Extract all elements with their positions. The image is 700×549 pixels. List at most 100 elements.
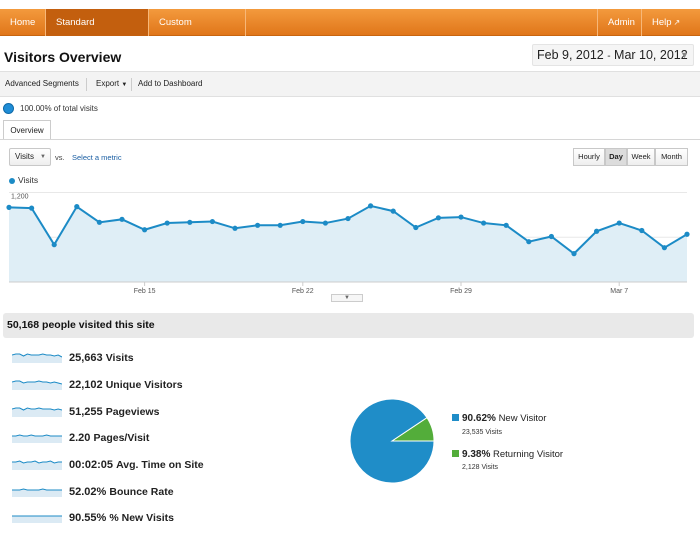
date-range-picker[interactable]: Feb 9, 2012 - Mar 10, 2012 ▼ — [532, 44, 694, 66]
legend-label: New Visitor — [498, 413, 547, 424]
legend-count: 23,535 Visits — [462, 429, 502, 436]
pie-slice-new-visitor — [349, 398, 435, 484]
toolbar-divider — [131, 78, 132, 91]
sparkline — [12, 488, 62, 497]
granularity-hourly[interactable]: Hourly — [573, 148, 605, 166]
x-tick-label: Feb 29 — [450, 288, 472, 295]
data-point — [322, 220, 328, 226]
select-metric-link[interactable]: Select a metric — [72, 153, 122, 162]
sparkline-fill — [12, 408, 62, 417]
top-navigation: Home Standard Reporting Custom Reporting… — [0, 9, 700, 55]
data-point — [435, 215, 441, 221]
metric-label: Visits — [105, 352, 134, 364]
data-point — [164, 220, 170, 226]
data-point — [119, 216, 125, 222]
granularity-day[interactable]: Day — [605, 148, 627, 166]
sparkline-line — [12, 434, 62, 437]
sparkline-line — [12, 488, 62, 491]
advanced-segments-button[interactable]: Advanced Segments — [5, 79, 79, 88]
nav-admin[interactable]: Admin — [597, 9, 642, 36]
data-point — [684, 231, 690, 237]
chart-legend-label: Visits — [18, 175, 39, 185]
nav-custom-reporting[interactable]: Custom Reporting — [149, 9, 246, 55]
data-point — [96, 219, 102, 225]
sparkline-fill — [12, 435, 62, 443]
data-point — [300, 218, 306, 225]
nav-help-label: Help — [652, 17, 672, 28]
tab-divider — [0, 139, 700, 140]
nav-help[interactable]: Help ↗ — [642, 9, 700, 36]
metric-label: % New Visits — [109, 512, 174, 524]
vs-label: vs. — [55, 153, 65, 162]
chart-legend-swatch — [9, 178, 15, 184]
nav-standard-reporting[interactable]: Standard Reporting — [46, 9, 149, 55]
sparkline-line — [12, 353, 62, 358]
granularity-week[interactable]: Week — [627, 148, 655, 166]
data-point — [51, 242, 57, 248]
data-point — [526, 239, 532, 245]
metric-select-label: Visits — [15, 152, 34, 161]
nav-custom-label: Custom Reporting — [159, 17, 201, 55]
metric-value: 22,102 — [69, 379, 103, 391]
metric-label: Unique Visitors — [105, 379, 183, 391]
data-point — [255, 222, 261, 228]
date-separator: - — [607, 51, 611, 62]
nav-home[interactable]: Home — [0, 9, 47, 36]
sparkline-fill — [12, 489, 62, 497]
data-point — [232, 225, 238, 231]
add-to-dashboard-button[interactable]: Add to Dashboard — [138, 79, 203, 88]
sparkline — [12, 407, 62, 417]
data-point — [639, 227, 645, 234]
legend-label: Returning Visitor — [493, 449, 564, 460]
data-point — [594, 228, 600, 234]
legend-percent: 90.62% — [462, 413, 496, 424]
tab-overview[interactable]: Overview — [3, 120, 51, 140]
sparkline — [12, 515, 62, 523]
summary-title: 50,168 people visited this site — [7, 319, 155, 331]
chevron-down-icon: ▼ — [680, 50, 689, 60]
chevron-down-icon: ▼ — [40, 154, 46, 160]
data-point — [368, 203, 374, 209]
sparkline-line — [12, 380, 62, 385]
sparkline — [12, 460, 62, 470]
sparkline — [12, 353, 62, 363]
sparkline — [12, 380, 62, 390]
chevron-down-icon: ▼ — [121, 82, 128, 88]
pie-legend-returning: 9.38% Returning Visitor — [452, 449, 563, 460]
data-point — [571, 251, 577, 257]
data-point — [6, 204, 12, 210]
data-point — [458, 214, 464, 220]
data-point — [616, 220, 622, 226]
export-button[interactable]: Export ▼ — [96, 72, 127, 97]
granularity-month[interactable]: Month — [655, 148, 688, 166]
sparkline-fill — [12, 354, 62, 363]
data-point — [29, 205, 35, 211]
data-point — [390, 208, 396, 214]
legend-count: 2,128 Visits — [462, 464, 499, 471]
sparkline-fill — [12, 516, 62, 523]
sparkline — [12, 434, 62, 443]
external-link-icon: ↗ — [673, 18, 681, 27]
legend-swatch — [452, 414, 459, 421]
nav-home-label: Home — [10, 17, 36, 28]
page-title: Visitors Overview — [4, 49, 122, 65]
metric-label: Pages/Visit — [93, 432, 150, 444]
segment-label: 100.00% of total visits — [20, 104, 98, 113]
export-label: Export — [96, 79, 120, 88]
legend-swatch — [452, 450, 459, 457]
data-point — [74, 204, 80, 210]
data-point — [548, 233, 555, 240]
data-point — [142, 227, 148, 233]
nav-standard-label: Standard Reporting — [56, 17, 98, 55]
date-start: Feb 9, 2012 — [537, 48, 604, 62]
toolbar-divider — [86, 78, 87, 91]
chart-resize-handle[interactable]: ▼ — [331, 294, 363, 302]
metric-select[interactable]: Visits ▼ — [9, 148, 51, 166]
metric-value: 52.02% — [69, 486, 107, 498]
area-fill — [9, 205, 687, 282]
metric-value: 25,663 — [69, 352, 103, 364]
metric-value: 90.55% — [69, 512, 107, 524]
metric-label: Bounce Rate — [109, 486, 174, 498]
summary-header — [3, 313, 694, 338]
